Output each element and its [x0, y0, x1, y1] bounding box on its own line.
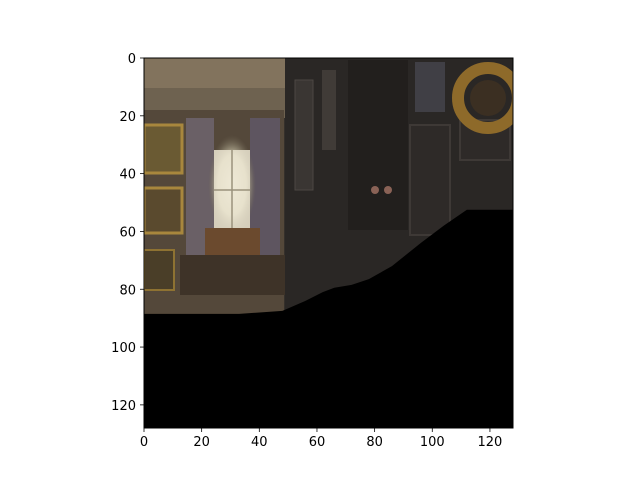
x-tick-label: 80 [366, 435, 383, 450]
axes-frame [143, 57, 514, 429]
x-tick-label: 60 [309, 435, 326, 450]
gold-ornament [452, 62, 513, 134]
y-tick-label: 0 [128, 52, 136, 67]
x-tick-label: 20 [193, 435, 210, 450]
chairs [205, 228, 260, 258]
x-axis: 0 20 40 60 80 100 120 [140, 428, 502, 450]
room-photo [144, 58, 513, 428]
y-tick-label: 20 [119, 110, 136, 125]
painting-frame [144, 123, 184, 175]
x-tick-label: 100 [420, 435, 445, 450]
x-tick-label: 40 [251, 435, 268, 450]
y-tick-label: 80 [119, 283, 136, 298]
y-tick-label: 120 [111, 399, 136, 414]
y-tick-label: 60 [119, 225, 136, 240]
y-tick-label: 100 [111, 341, 136, 356]
x-tick-label: 120 [478, 435, 503, 450]
y-tick-label: 40 [119, 168, 136, 183]
painting-frame [144, 249, 175, 291]
y-axis: 0 20 40 60 80 100 120 [111, 52, 144, 414]
black-mask-region [144, 209, 513, 428]
painting-frame [144, 186, 184, 235]
x-tick-label: 0 [140, 435, 148, 450]
